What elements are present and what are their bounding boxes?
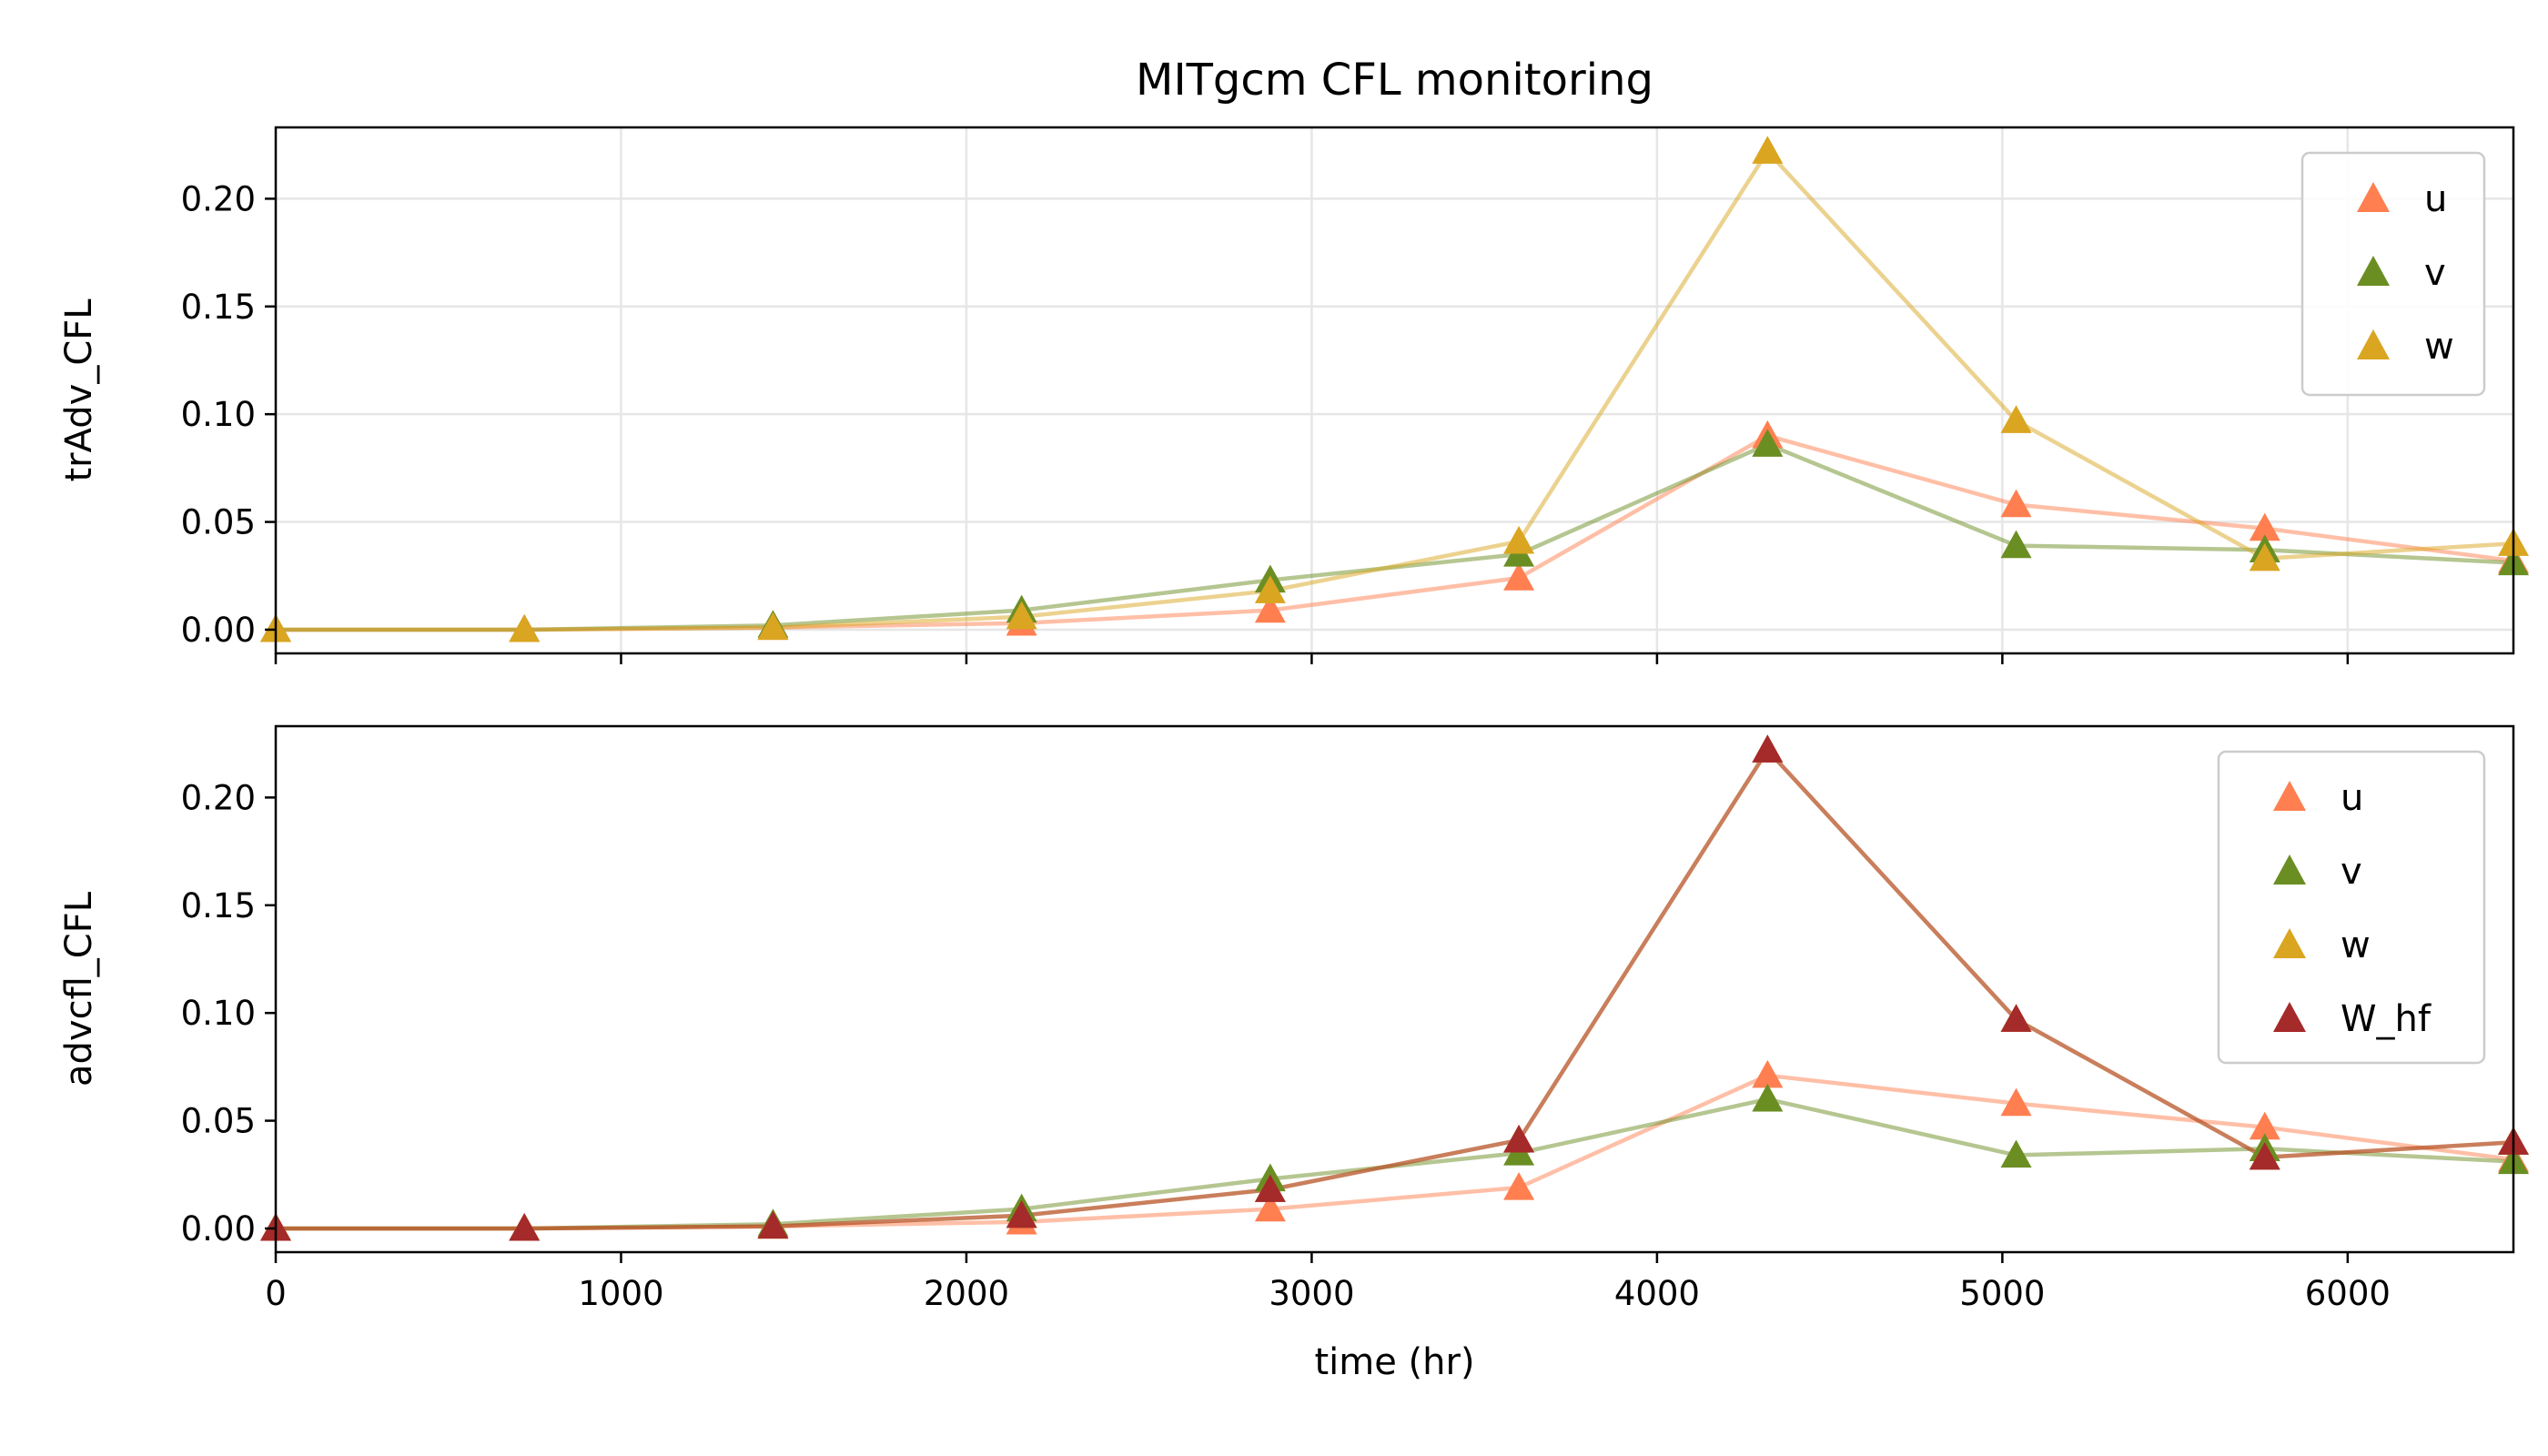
series-line-W_hf <box>276 748 2514 1231</box>
data-point-W_hf <box>757 1210 789 1239</box>
x-tick-label: 5000 <box>1959 1274 2045 1313</box>
legend: uvw W_hf <box>2217 750 2486 1065</box>
series-line-u <box>276 433 2514 632</box>
y-tick-label: 0.05 <box>181 503 256 542</box>
series-line-w <box>276 748 2514 1231</box>
data-point-v <box>2000 530 2032 559</box>
x-tick-label: 2000 <box>924 1274 1009 1313</box>
legend-marker-v <box>2273 854 2306 885</box>
data-point-w <box>1503 525 1535 554</box>
series-line-w <box>276 149 2514 632</box>
legend-marker-u <box>2357 182 2390 212</box>
data-point-W_hf <box>1503 1124 1535 1153</box>
x-axis-label: time (hr) <box>1314 1341 1474 1383</box>
subplot-2: 0.00 0.05 0.10 0.15 0.20 0 1000 2000 3000 4000 500… <box>58 724 2529 1383</box>
legend-label: v <box>2424 252 2446 294</box>
data-point-w <box>509 613 541 642</box>
data-point-w <box>757 612 789 641</box>
legend-marker-w <box>2273 928 2306 958</box>
data-point-v <box>2000 1139 2032 1168</box>
legend-label: u <box>2424 178 2447 220</box>
legend-marker-W_hf <box>2273 1002 2306 1032</box>
legend-marker-u <box>2273 781 2306 811</box>
data-point-W_hf <box>2000 1004 2032 1032</box>
y-tick-label: 0.20 <box>181 179 256 218</box>
x-tick-label: 0 <box>265 1274 287 1313</box>
data-point-w <box>1752 136 1784 164</box>
legend-label: w <box>2341 925 2371 966</box>
y-axis-label: advcfl_CFL <box>58 891 100 1087</box>
y-tick-label: 0.15 <box>181 288 256 327</box>
data-point-w <box>2249 542 2280 571</box>
legend-label: u <box>2341 777 2363 819</box>
y-axis-label: trAdv_CFL <box>58 298 100 482</box>
y-tick-label: 0.10 <box>181 395 256 434</box>
y-tick-label: 0.20 <box>181 778 256 817</box>
legend-marker-w <box>2357 329 2390 359</box>
legend-box <box>2217 750 2486 1065</box>
series-line-v <box>276 442 2514 632</box>
y-tick-label: 0.10 <box>181 994 256 1033</box>
data-point-W_hf <box>1752 734 1784 763</box>
y-tick-label: 0.15 <box>181 886 256 925</box>
plot-frame <box>274 724 2515 1254</box>
legend-box <box>2300 151 2486 397</box>
subplot-1: 0.00 0.05 0.10 0.15 0.20 trAdv_CFL MITgcm CFL … <box>58 55 2529 664</box>
chart-title: MITgcm CFL monitoring <box>1136 55 1653 106</box>
data-point-u <box>1254 1193 1286 1222</box>
data-point-u <box>2000 489 2032 518</box>
legend-label: W_hf <box>2341 998 2432 1040</box>
y-tick-label: 0.00 <box>181 611 256 650</box>
data-point-W_hf <box>2249 1141 2280 1170</box>
data-point-v <box>1752 429 1784 457</box>
data-point-u <box>1503 1171 1535 1200</box>
data-point-u <box>1503 562 1535 591</box>
legend-label: v <box>2341 851 2362 893</box>
x-tick-label: 3000 <box>1269 1274 1354 1313</box>
data-point-u <box>2249 1111 2280 1140</box>
data-point-w <box>2000 405 2032 433</box>
data-point-u <box>2000 1087 2032 1117</box>
x-tick-label: 6000 <box>2305 1274 2391 1313</box>
data-point-v <box>1752 1083 1784 1112</box>
data-point-w <box>1254 575 1286 603</box>
data-point-W_hf <box>1006 1199 1037 1228</box>
data-point-W_hf <box>509 1212 541 1241</box>
legend-marker-v <box>2357 256 2390 286</box>
data-point-u <box>1254 594 1286 623</box>
legend-label: w <box>2424 326 2454 368</box>
data-point-w <box>1006 601 1037 630</box>
data-point-u <box>1752 1059 1784 1088</box>
legend: uvw <box>2300 151 2486 397</box>
data-point-W_hf <box>1254 1174 1286 1202</box>
plot-frame <box>274 126 2515 655</box>
y-tick-label: 0.00 <box>181 1209 256 1249</box>
x-tick-label: 4000 <box>1614 1274 1700 1313</box>
x-tick-label: 1000 <box>578 1274 663 1313</box>
y-tick-label: 0.05 <box>181 1102 256 1141</box>
data-point-u <box>2249 512 2280 541</box>
